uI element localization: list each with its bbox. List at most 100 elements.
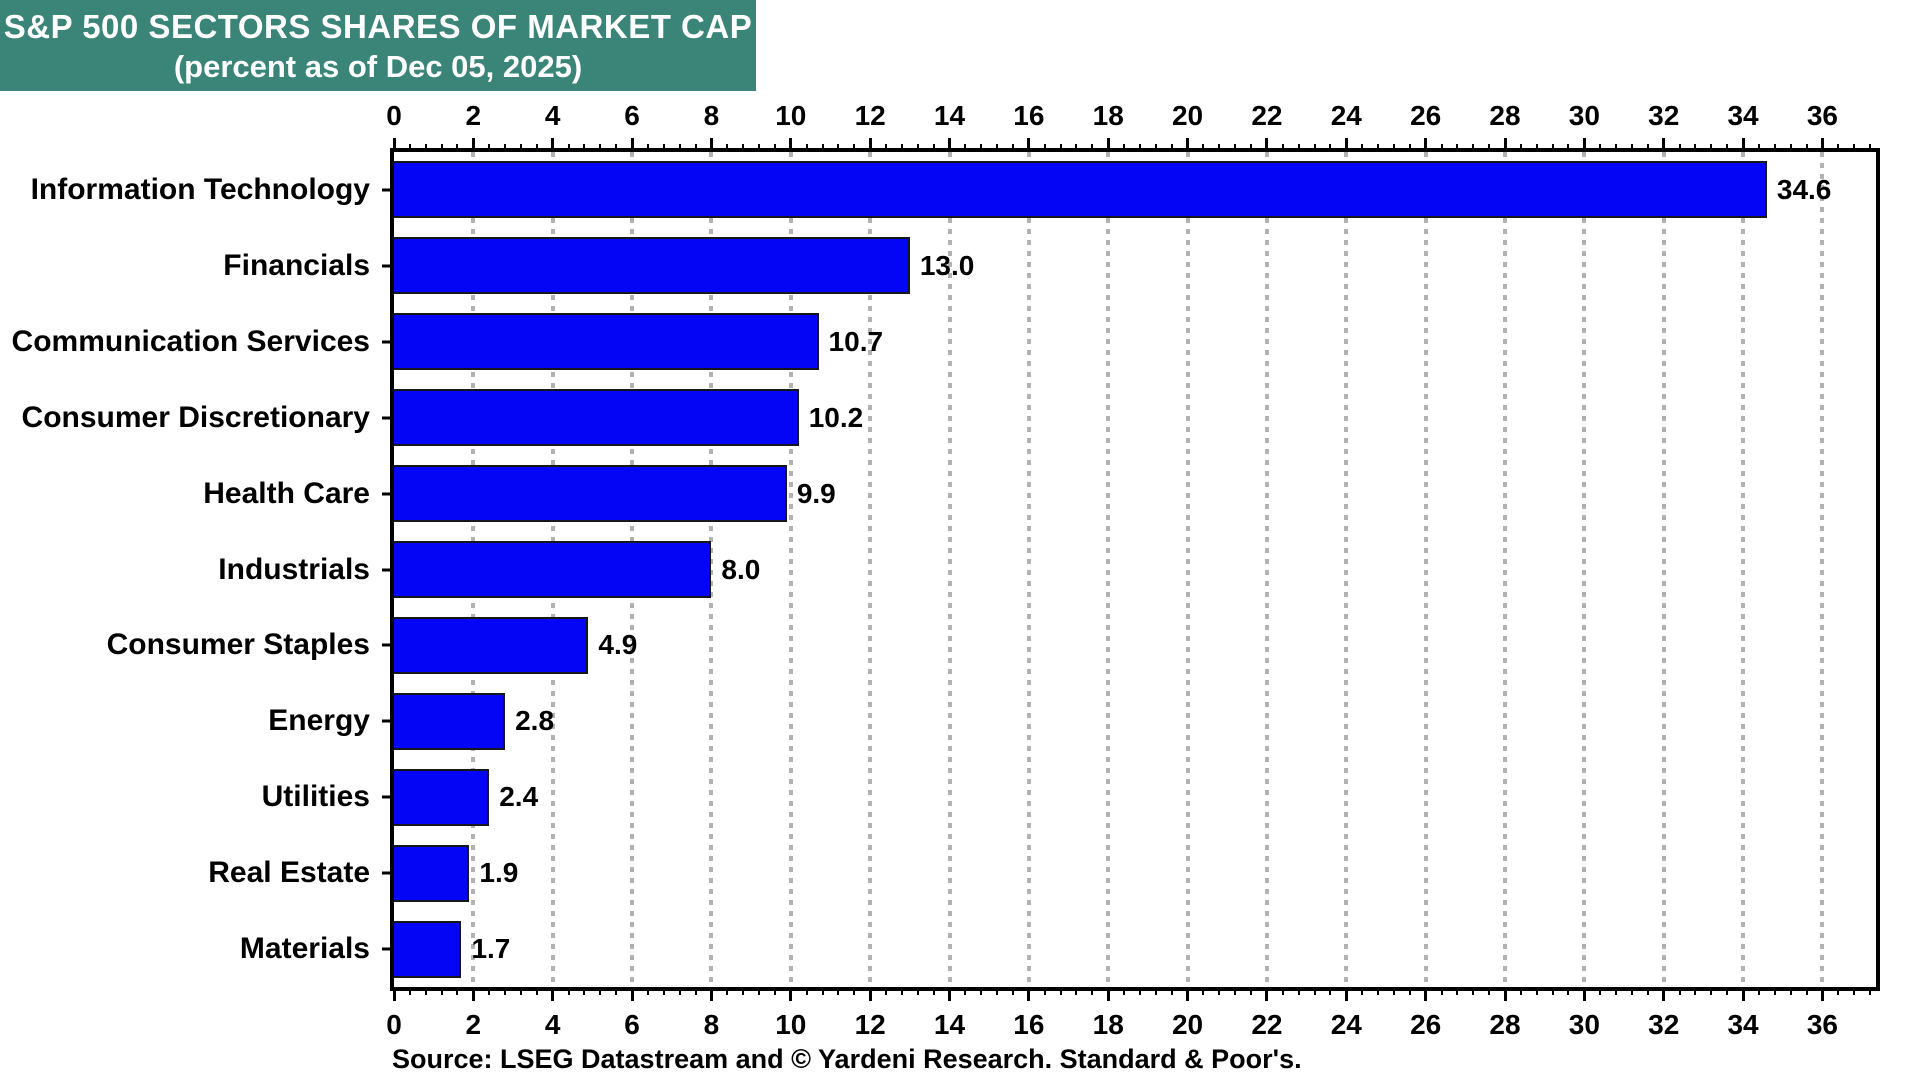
x-minor-tick-bottom <box>1773 987 1776 995</box>
x-tick-label-bottom: 32 <box>1648 1009 1680 1040</box>
x-minor-tick-top <box>1837 144 1840 152</box>
x-major-tick-top <box>1265 138 1269 152</box>
x-minor-tick-bottom <box>1218 987 1221 995</box>
x-minor-tick-top <box>1138 144 1141 152</box>
x-minor-tick-top <box>1757 144 1760 152</box>
gridline-34 <box>1741 152 1746 987</box>
x-tick-label-bottom: 26 <box>1410 1009 1442 1040</box>
category-tick <box>382 492 394 496</box>
x-minor-tick-bottom <box>408 987 411 995</box>
x-minor-tick-bottom <box>805 987 808 995</box>
x-minor-tick-top <box>1218 144 1221 152</box>
x-major-tick-bottom <box>1186 987 1190 1001</box>
x-tick-label-top: 12 <box>854 100 886 131</box>
x-minor-tick-bottom <box>1250 987 1253 995</box>
x-tick-label-bottom: 12 <box>854 1009 886 1040</box>
x-minor-tick-top <box>1043 144 1046 152</box>
x-major-tick-bottom <box>1424 987 1428 1001</box>
x-minor-tick-bottom <box>1726 987 1729 995</box>
x-minor-tick-top <box>1853 144 1856 152</box>
x-tick-label-bottom: 14 <box>933 1009 966 1040</box>
x-tick-label-bottom: 2 <box>465 1009 482 1040</box>
gridline-30 <box>1582 152 1587 987</box>
gridline-12 <box>868 152 873 987</box>
x-minor-tick-bottom <box>1853 987 1856 995</box>
x-major-tick-bottom <box>1503 987 1507 1001</box>
x-tick-label-top: 28 <box>1489 100 1521 131</box>
x-minor-tick-top <box>599 144 602 152</box>
x-minor-tick-bottom <box>424 987 427 995</box>
x-minor-tick-top <box>1869 144 1872 152</box>
category-label: Financials <box>223 248 370 282</box>
x-minor-tick-bottom <box>1869 987 1872 995</box>
gridline-32 <box>1661 152 1666 987</box>
x-minor-tick-bottom <box>773 987 776 995</box>
x-tick-label-top: 36 <box>1806 100 1838 131</box>
x-major-tick-top <box>551 138 555 152</box>
bar-energy <box>394 692 506 750</box>
x-minor-tick-top <box>440 144 443 152</box>
x-minor-tick-bottom <box>1440 987 1443 995</box>
x-minor-tick-top <box>853 144 856 152</box>
x-minor-tick-top <box>1059 144 1062 152</box>
x-tick-label-top: 30 <box>1568 100 1600 131</box>
x-minor-tick-top <box>1551 144 1554 152</box>
x-minor-tick-bottom <box>1011 987 1014 995</box>
x-minor-tick-top <box>424 144 427 152</box>
x-minor-tick-top <box>1377 144 1380 152</box>
x-minor-tick-top <box>678 144 681 152</box>
bar-consumer-staples <box>394 616 589 674</box>
x-minor-tick-bottom <box>1615 987 1618 995</box>
x-tick-label-top: 24 <box>1330 100 1362 131</box>
bar-information-technology <box>394 161 1767 219</box>
x-minor-tick-bottom <box>1678 987 1681 995</box>
x-major-tick-bottom <box>1027 987 1031 1001</box>
x-minor-tick-bottom <box>964 987 967 995</box>
x-minor-tick-bottom <box>821 987 824 995</box>
x-minor-tick-top <box>1678 144 1681 152</box>
x-minor-tick-top <box>773 144 776 152</box>
x-minor-tick-bottom <box>996 987 999 995</box>
x-minor-tick-top <box>646 144 649 152</box>
x-minor-tick-top <box>1202 144 1205 152</box>
category-tick <box>382 264 394 268</box>
x-minor-tick-bottom <box>932 987 935 995</box>
plot-area: 0 0 2 2 4 4 6 6 8 8 10 10 12 12 14 14 16 16 18 18 20 20 22 22 24… <box>12 100 1880 1040</box>
gridline-8 <box>709 152 714 987</box>
x-major-tick-bottom <box>1344 987 1348 1001</box>
x-tick-label-bottom: 10 <box>775 1009 807 1040</box>
x-minor-tick-bottom <box>646 987 649 995</box>
x-minor-tick-bottom <box>1456 987 1459 995</box>
x-tick-label-top: 4 <box>544 100 561 131</box>
x-minor-tick-top <box>1773 144 1776 152</box>
category-tick <box>382 795 394 799</box>
value-label: 4.9 <box>598 629 638 661</box>
x-major-tick-bottom <box>868 987 872 1001</box>
category-tick <box>382 871 394 875</box>
bar-consumer-discretionary <box>394 389 799 447</box>
x-major-tick-top <box>1582 138 1586 152</box>
x-tick-label-bottom: 34 <box>1727 1009 1759 1040</box>
x-minor-tick-bottom <box>1329 987 1332 995</box>
x-minor-tick-bottom <box>1075 987 1078 995</box>
value-label: 2.8 <box>515 705 555 737</box>
gridline-28 <box>1503 152 1507 987</box>
x-minor-tick-top <box>408 144 411 152</box>
x-minor-tick-top <box>1154 144 1157 152</box>
x-tick-label-top: 20 <box>1171 100 1204 131</box>
x-major-tick-bottom <box>789 987 793 1001</box>
x-minor-tick-bottom <box>980 987 983 995</box>
x-minor-tick-top <box>996 144 999 152</box>
x-tick-label-bottom: 20 <box>1171 1009 1204 1040</box>
x-minor-tick-bottom <box>837 987 840 995</box>
x-tick-label-top: 8 <box>703 100 720 131</box>
x-minor-tick-bottom <box>1377 987 1380 995</box>
x-tick-label-top: 16 <box>1013 100 1045 131</box>
x-major-tick-top <box>1424 138 1428 152</box>
gridline-36 <box>1820 152 1825 987</box>
x-minor-tick-top <box>1599 144 1602 152</box>
x-major-tick-bottom <box>392 987 396 1001</box>
x-minor-tick-bottom <box>1694 987 1697 995</box>
x-minor-tick-bottom <box>1535 987 1538 995</box>
gridline-20 <box>1185 152 1190 987</box>
